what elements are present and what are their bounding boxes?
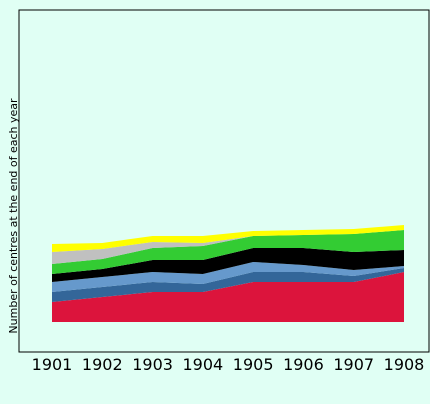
x-tick-label-1904: 1904 [182, 355, 223, 374]
x-tick-label-1908: 1908 [384, 355, 425, 374]
series-area-5 [52, 230, 404, 274]
series-area-3 [52, 262, 404, 292]
x-tick-labels: 1901 1902 1903 1904 1905 1906 1907 1908 [32, 355, 425, 374]
x-tick-label-1905: 1905 [233, 355, 274, 374]
series-areas [52, 225, 404, 322]
series-area-7 [52, 225, 404, 252]
x-tick-label-1901: 1901 [32, 355, 73, 374]
series-area-6 [52, 230, 404, 264]
series-area-2 [52, 268, 404, 302]
x-tick-label-1907: 1907 [333, 355, 374, 374]
series-area-1 [52, 272, 404, 322]
x-tick-label-1903: 1903 [132, 355, 173, 374]
x-tick-label-1906: 1906 [283, 355, 324, 374]
x-tick-label-1902: 1902 [82, 355, 123, 374]
series-area-4 [52, 248, 404, 282]
y-axis-label: Number of centres at the end of each yea… [7, 98, 20, 334]
